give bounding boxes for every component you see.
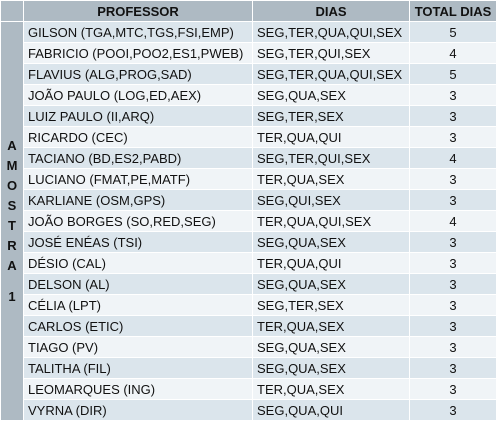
cell-total-dias: 3 bbox=[410, 379, 496, 399]
cell-professor: FABRICIO (POOI,POO2,ES1,PWEB) bbox=[24, 43, 252, 63]
table-row: FABRICIO (POOI,POO2,ES1,PWEB) SEG,TER,QUI… bbox=[1, 43, 496, 63]
cell-professor: JOSÉ ENÉAS (TSI) bbox=[24, 232, 252, 252]
cell-professor: LEOMARQUES (ING) bbox=[24, 379, 252, 399]
cell-professor: FLAVIUS (ALG,PROG,SAD) bbox=[24, 64, 252, 84]
cell-total-dias: 3 bbox=[410, 358, 496, 378]
cell-professor: GILSON (TGA,MTC,TGS,FSI,EMP) bbox=[24, 22, 252, 42]
cell-total-dias: 3 bbox=[410, 232, 496, 252]
cell-total-dias: 4 bbox=[410, 211, 496, 231]
cell-total-dias: 3 bbox=[410, 400, 496, 420]
cell-dias: TER,QUA,QUI bbox=[253, 253, 409, 273]
side-letter: A bbox=[7, 138, 17, 153]
cell-total-dias: 4 bbox=[410, 148, 496, 168]
header-professor: PROFESSOR bbox=[24, 1, 252, 21]
cell-total-dias: 3 bbox=[410, 337, 496, 357]
cell-dias: TER,QUA,SEX bbox=[253, 379, 409, 399]
cell-professor: KARLIANE (OSM,GPS) bbox=[24, 190, 252, 210]
cell-dias: SEG,TER,QUI,SEX bbox=[253, 43, 409, 63]
cell-professor: RICARDO (CEC) bbox=[24, 127, 252, 147]
cell-dias: SEG,TER,QUA,QUI,SEX bbox=[253, 22, 409, 42]
table-row: JOSÉ ENÉAS (TSI) SEG,QUA,SEX 3 bbox=[1, 232, 496, 252]
cell-total-dias: 3 bbox=[410, 316, 496, 336]
header-total-dias: TOTAL DIAS bbox=[410, 1, 496, 21]
cell-total-dias: 5 bbox=[410, 22, 496, 42]
table-row: LEOMARQUES (ING) TER,QUA,SEX 3 bbox=[1, 379, 496, 399]
cell-dias: SEG,QUA,SEX bbox=[253, 232, 409, 252]
cell-total-dias: 3 bbox=[410, 85, 496, 105]
cell-professor: DÉSIO (CAL) bbox=[24, 253, 252, 273]
table-row: DÉSIO (CAL) TER,QUA,QUI 3 bbox=[1, 253, 496, 273]
cell-dias: SEG,TER,SEX bbox=[253, 295, 409, 315]
cell-total-dias: 5 bbox=[410, 64, 496, 84]
cell-professor: TACIANO (BD,ES2,PABD) bbox=[24, 148, 252, 168]
header-dias: DIAS bbox=[253, 1, 409, 21]
header-corner bbox=[1, 1, 23, 21]
cell-dias: SEG,TER,QUI,SEX bbox=[253, 148, 409, 168]
cell-total-dias: 3 bbox=[410, 169, 496, 189]
table-row: LUIZ PAULO (II,ARQ) SEG,TER,SEX 3 bbox=[1, 106, 496, 126]
side-letter: R bbox=[7, 238, 17, 253]
cell-professor: TIAGO (PV) bbox=[24, 337, 252, 357]
side-letter: T bbox=[8, 218, 16, 233]
table-row: LUCIANO (FMAT,PE,MATF) TER,QUA,SEX 3 bbox=[1, 169, 496, 189]
cell-professor: DELSON (AL) bbox=[24, 274, 252, 294]
cell-total-dias: 4 bbox=[410, 43, 496, 63]
cell-professor: LUCIANO (FMAT,PE,MATF) bbox=[24, 169, 252, 189]
cell-professor: JOÃO BORGES (SO,RED,SEG) bbox=[24, 211, 252, 231]
side-letter: M bbox=[6, 158, 18, 173]
cell-dias: SEG,QUA,SEX bbox=[253, 85, 409, 105]
cell-dias: TER,QUA,QUI,SEX bbox=[253, 211, 409, 231]
cell-total-dias: 3 bbox=[410, 190, 496, 210]
table-row: CARLOS (ETIC) TER,QUA,SEX 3 bbox=[1, 316, 496, 336]
cell-dias: SEG,QUA,SEX bbox=[253, 337, 409, 357]
side-letter: A bbox=[7, 258, 17, 273]
cell-professor: VYRNA (DIR) bbox=[24, 400, 252, 420]
table-row: TIAGO (PV) SEG,QUA,SEX 3 bbox=[1, 337, 496, 357]
cell-professor: TALITHA (FIL) bbox=[24, 358, 252, 378]
cell-dias: SEG,QUI,SEX bbox=[253, 190, 409, 210]
cell-professor: CÉLIA (LPT) bbox=[24, 295, 252, 315]
table-row: FLAVIUS (ALG,PROG,SAD) SEG,TER,QUA,QUI,SE… bbox=[1, 64, 496, 84]
side-letter: S bbox=[7, 198, 17, 213]
cell-dias: SEG,QUA,QUI bbox=[253, 400, 409, 420]
cell-dias: SEG,QUA,SEX bbox=[253, 358, 409, 378]
cell-professor: LUIZ PAULO (II,ARQ) bbox=[24, 106, 252, 126]
cell-total-dias: 3 bbox=[410, 295, 496, 315]
cell-dias: TER,QUA,SEX bbox=[253, 316, 409, 336]
table-row: DELSON (AL) SEG,QUA,SEX 3 bbox=[1, 274, 496, 294]
cell-dias: SEG,QUA,SEX bbox=[253, 274, 409, 294]
table-row: CÉLIA (LPT) SEG,TER,SEX 3 bbox=[1, 295, 496, 315]
side-number: 1 bbox=[8, 289, 16, 304]
cell-total-dias: 3 bbox=[410, 106, 496, 126]
table-row: RICARDO (CEC) TER,QUA,QUI 3 bbox=[1, 127, 496, 147]
table-row: TACIANO (BD,ES2,PABD) SEG,TER,QUI,SEX 4 bbox=[1, 148, 496, 168]
cell-dias: SEG,TER,QUA,QUI,SEX bbox=[253, 64, 409, 84]
cell-total-dias: 3 bbox=[410, 274, 496, 294]
cell-professor: JOÃO PAULO (LOG,ED,AEX) bbox=[24, 85, 252, 105]
table-row: VYRNA (DIR) SEG,QUA,QUI 3 bbox=[1, 400, 496, 420]
cell-dias: SEG,TER,SEX bbox=[253, 106, 409, 126]
table-row: KARLIANE (OSM,GPS) SEG,QUI,SEX 3 bbox=[1, 190, 496, 210]
cell-total-dias: 3 bbox=[410, 253, 496, 273]
cell-dias: TER,QUA,QUI bbox=[253, 127, 409, 147]
table-row: JOÃO PAULO (LOG,ED,AEX) SEG,QUA,SEX 3 bbox=[1, 85, 496, 105]
side-letter: O bbox=[6, 178, 18, 193]
table-row: A M O S T R A 1 GILSON (TGA,MTC,TGS,FSI,EMP) SEG,… bbox=[1, 22, 496, 420]
cell-dias: TER,QUA,SEX bbox=[253, 169, 409, 189]
header-row: PROFESSOR DIAS TOTAL DIAS bbox=[1, 1, 496, 21]
cell-total-dias: 3 bbox=[410, 127, 496, 147]
cell-professor: CARLOS (ETIC) bbox=[24, 316, 252, 336]
table-body: A M O S T R A 1 GILSON (TGA,MTC,TGS,FSI,EMP) SEG,… bbox=[1, 22, 496, 420]
table-row: TALITHA (FIL) SEG,QUA,SEX 3 bbox=[1, 358, 496, 378]
table-row: JOÃO BORGES (SO,RED,SEG) TER,QUA,QUI,SEX 4 bbox=[1, 211, 496, 231]
